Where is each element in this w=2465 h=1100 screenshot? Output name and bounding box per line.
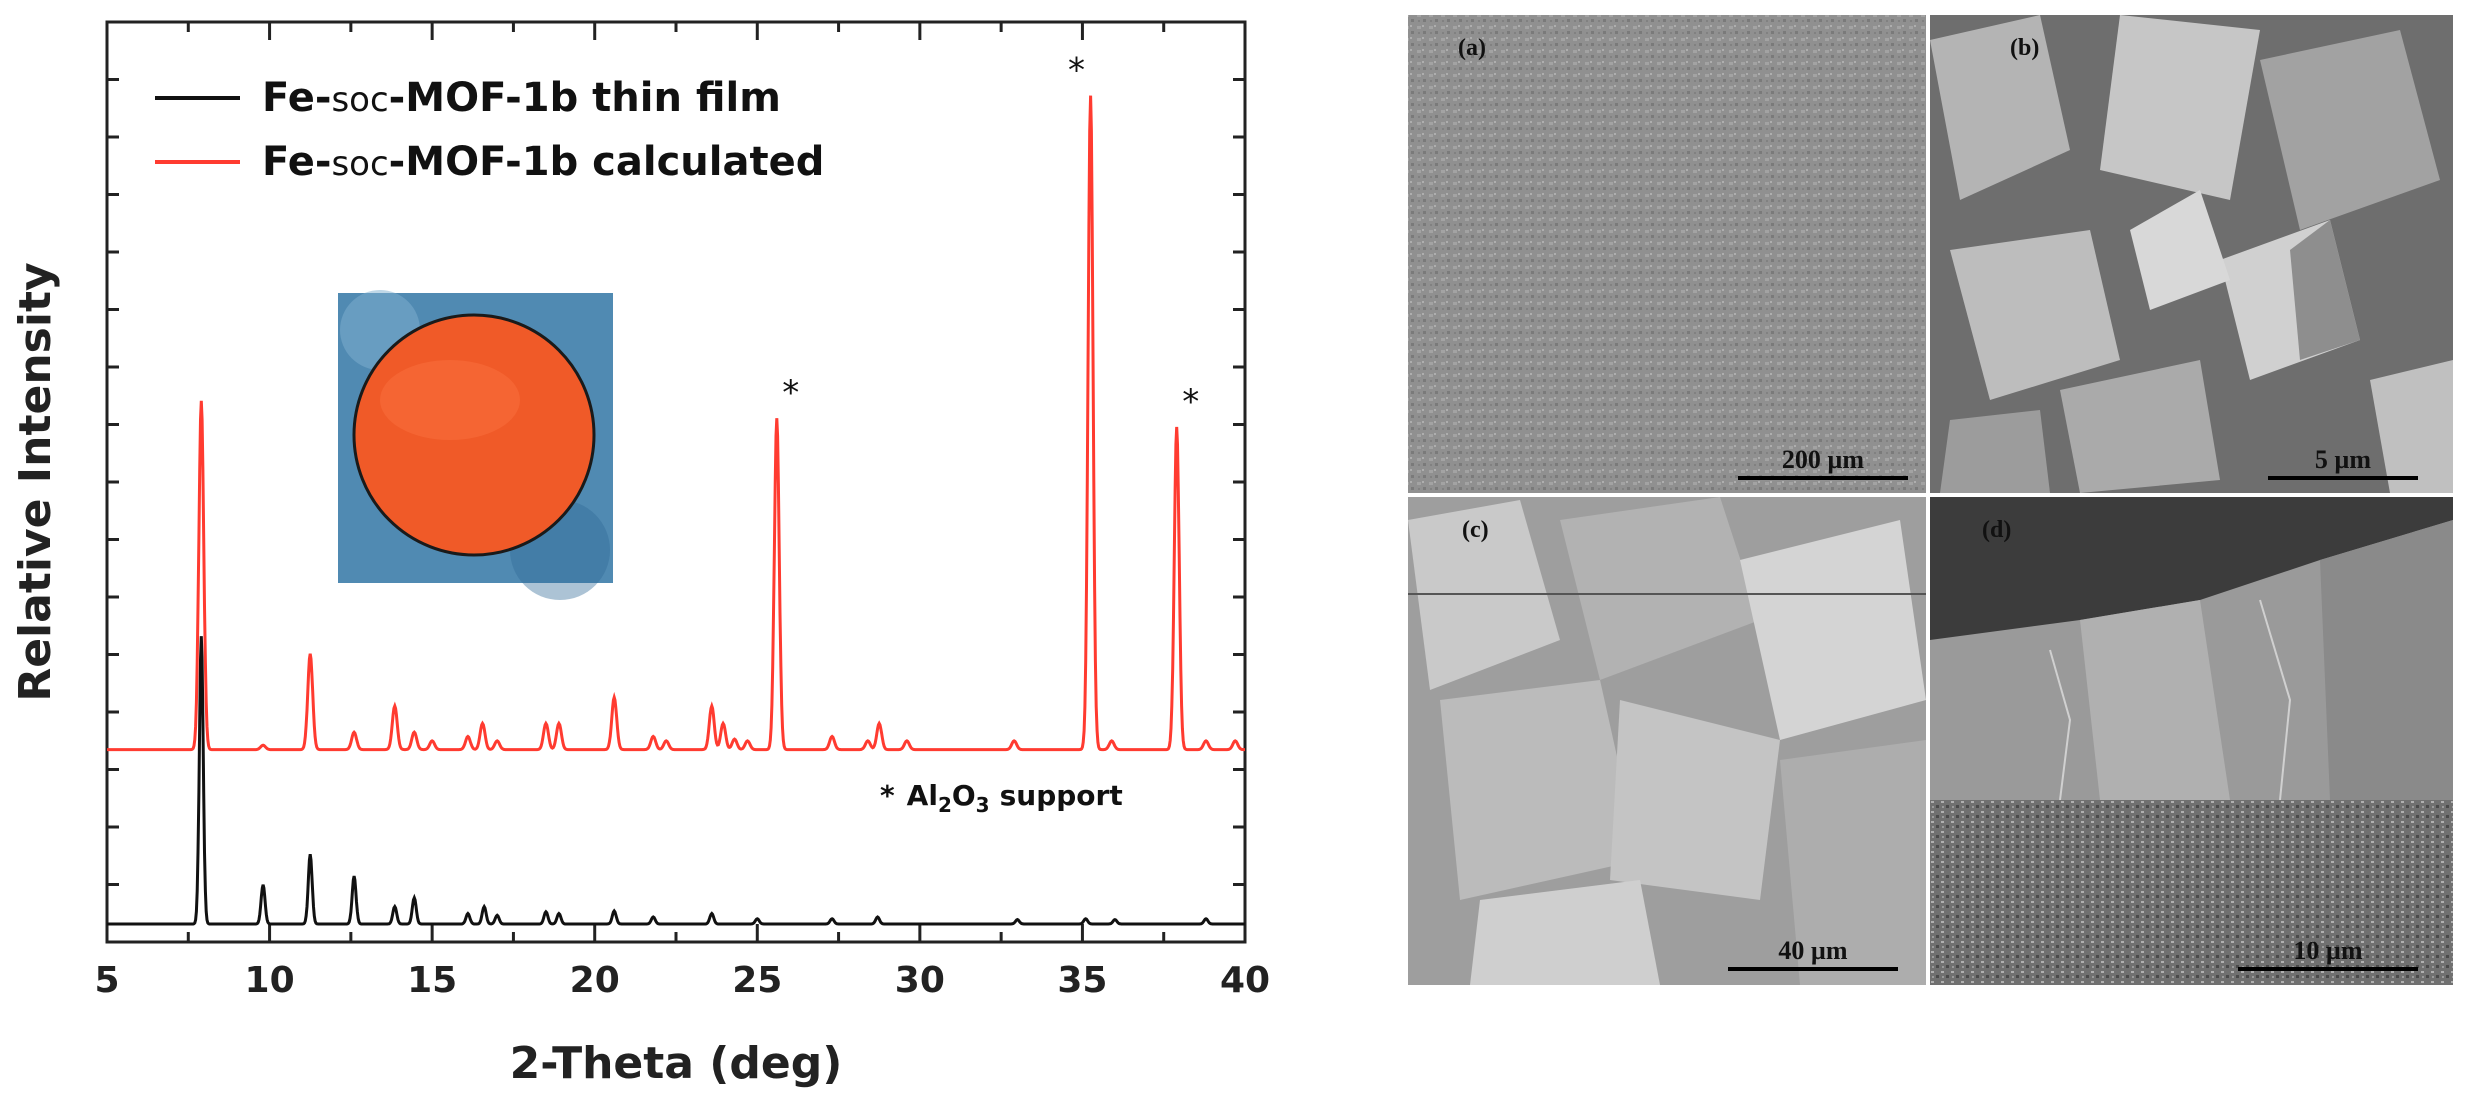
y-axis-ticks <box>107 20 1245 944</box>
x-tick-label: 5 <box>94 960 119 1001</box>
y-axis-label: Relative Intensity <box>10 262 61 701</box>
panel-label-a: (a) <box>1458 35 1486 61</box>
x-tick-label: 20 <box>570 960 620 1001</box>
x-tick-label: 25 <box>732 960 782 1001</box>
orange-disc <box>352 313 596 557</box>
sem-panel-d: (d) 10 µm <box>1930 497 2453 985</box>
peak-star: * <box>1068 51 1085 91</box>
panel-label-c: (c) <box>1462 517 1489 543</box>
peak-star: * <box>782 373 799 413</box>
series-line-thin-film <box>107 95 1245 752</box>
sem-panel-c: (c) 40 µm <box>1408 497 1926 985</box>
series-line-calculated <box>107 636 1245 926</box>
x-axis-label: 2-Theta (deg) <box>510 1038 843 1089</box>
legend-label-thin-film: Fe-soc-MOF-1b thin film <box>262 75 781 121</box>
x-tick-label: 35 <box>1057 960 1107 1001</box>
x-axis-ticks <box>105 22 1247 942</box>
peak-star-markers: * * * <box>782 51 1199 422</box>
panel-label-d: (d) <box>1982 517 2011 543</box>
scale-label-d: 10 µm <box>2293 936 2362 965</box>
scale-label-c: 40 µm <box>1778 936 1847 965</box>
scale-label-b: 5 µm <box>2315 445 2371 474</box>
x-tick-label: 30 <box>895 960 945 1001</box>
xrd-chart: 5 10 15 20 25 30 35 40 * * * 2-Theta (deg) Relati… <box>10 20 1270 1089</box>
x-tick-label: 15 <box>407 960 457 1001</box>
x-tick-label: 40 <box>1220 960 1270 1001</box>
peak-star: * <box>1182 382 1199 422</box>
inset-photo <box>338 290 613 600</box>
legend: Fe-soc-MOF-1b thin film Fe-soc-MOF-1b ca… <box>155 75 824 185</box>
x-tick-label: 10 <box>245 960 295 1001</box>
x-tick-labels: 5 10 15 20 25 30 35 40 <box>94 960 1270 1001</box>
support-annotation: * Al2O3 support <box>880 779 1123 817</box>
sem-panel-b: (b) 5 µm <box>1930 15 2453 493</box>
scale-label-a: 200 µm <box>1782 445 1864 474</box>
panel-label-b: (b) <box>2010 35 2039 61</box>
legend-label-calculated: Fe-soc-MOF-1b calculated <box>262 139 824 185</box>
sem-panel-a: (a) 200 µm <box>1408 15 1926 493</box>
